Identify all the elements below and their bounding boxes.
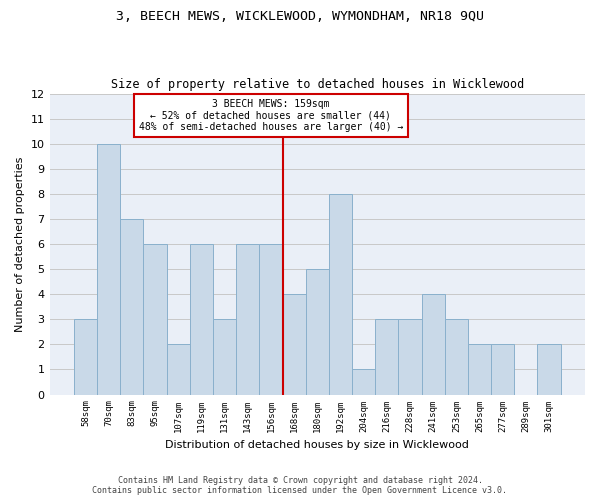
Bar xyxy=(97,144,120,394)
Bar xyxy=(259,244,283,394)
Text: 3, BEECH MEWS, WICKLEWOOD, WYMONDHAM, NR18 9QU: 3, BEECH MEWS, WICKLEWOOD, WYMONDHAM, NR… xyxy=(116,10,484,23)
Bar xyxy=(120,219,143,394)
Bar xyxy=(422,294,445,394)
Bar xyxy=(143,244,167,394)
Bar xyxy=(445,320,468,394)
X-axis label: Distribution of detached houses by size in Wicklewood: Distribution of detached houses by size … xyxy=(166,440,469,450)
Bar xyxy=(352,370,375,394)
Bar xyxy=(375,320,398,394)
Bar xyxy=(74,320,97,394)
Bar xyxy=(190,244,213,394)
Bar xyxy=(167,344,190,395)
Bar xyxy=(283,294,305,394)
Text: 3 BEECH MEWS: 159sqm
← 52% of detached houses are smaller (44)
48% of semi-detac: 3 BEECH MEWS: 159sqm ← 52% of detached h… xyxy=(139,98,403,132)
Text: Contains HM Land Registry data © Crown copyright and database right 2024.
Contai: Contains HM Land Registry data © Crown c… xyxy=(92,476,508,495)
Bar xyxy=(398,320,422,394)
Y-axis label: Number of detached properties: Number of detached properties xyxy=(15,156,25,332)
Bar xyxy=(329,194,352,394)
Bar xyxy=(538,344,560,395)
Bar xyxy=(213,320,236,394)
Bar xyxy=(491,344,514,395)
Bar xyxy=(468,344,491,395)
Title: Size of property relative to detached houses in Wicklewood: Size of property relative to detached ho… xyxy=(110,78,524,91)
Bar xyxy=(305,269,329,394)
Bar xyxy=(236,244,259,394)
